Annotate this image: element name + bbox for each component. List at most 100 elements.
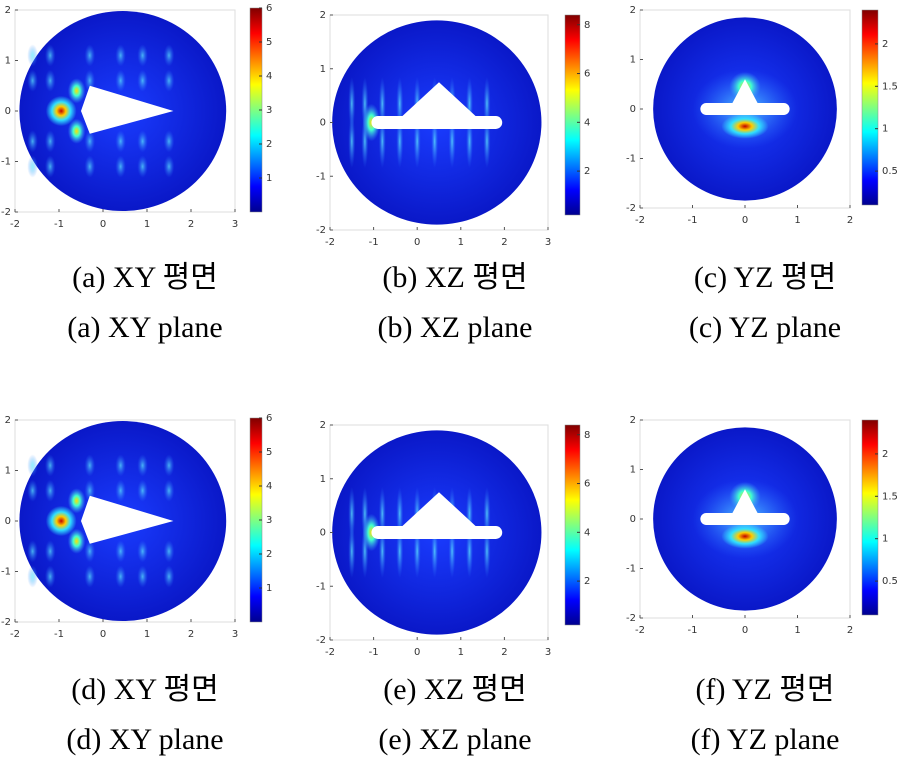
x-tick-label: 1: [458, 647, 464, 658]
y-tick-label: -2: [316, 225, 326, 236]
field-ripple: [115, 44, 126, 67]
x-tick-label: 1: [144, 629, 150, 640]
field-ripple: [115, 155, 126, 178]
field-ripple: [44, 479, 56, 502]
y-tick-label: -1: [626, 564, 636, 575]
field-ripple: [115, 540, 126, 563]
x-tick-label: 0: [100, 629, 106, 640]
field-ripple: [44, 454, 56, 477]
y-tick-label: 1: [5, 466, 11, 477]
field-ripple: [137, 44, 148, 67]
y-tick-label: -2: [626, 613, 636, 624]
colorbar-tick-label: 8: [584, 20, 590, 31]
y-tick-label: -1: [316, 171, 326, 182]
field-ripple: [84, 44, 96, 67]
x-tick-label: 3: [232, 219, 238, 230]
colorbar-tick-label: 2: [882, 449, 888, 460]
colorbar-tick-label: 8: [584, 430, 590, 441]
body: [395, 492, 483, 533]
body: [395, 82, 483, 123]
hotspot: [67, 118, 86, 144]
caption: (d) XY plane: [66, 723, 223, 756]
field-ripple: [115, 454, 126, 477]
x-tick-label: 2: [188, 219, 194, 230]
colorbar-tick-label: 6: [584, 69, 590, 80]
x-tick-label: -1: [688, 625, 698, 636]
field-ripple: [84, 479, 96, 502]
colorbar-tick-label: 1: [266, 583, 272, 594]
y-tick-label: 1: [630, 465, 636, 476]
caption: (e) XZ plane: [378, 723, 531, 756]
x-tick-label: -1: [688, 215, 698, 226]
colorbar-tick-label: 6: [266, 3, 272, 14]
field-ripple: [137, 69, 148, 92]
field-ripple: [27, 155, 38, 178]
colorbar-tick-label: 1.5: [882, 81, 898, 92]
colorbar-tick-label: 3: [266, 515, 272, 526]
field-ripple: [163, 540, 175, 563]
y-tick-label: 2: [630, 5, 636, 16]
x-tick-label: 1: [794, 215, 800, 226]
caption: (c) YZ plane: [689, 311, 841, 344]
field-ripple: [84, 454, 96, 477]
colorbar-tick-label: 4: [266, 71, 272, 82]
x-tick-label: -2: [325, 237, 335, 248]
x-tick-label: -2: [10, 219, 20, 230]
field-ripple: [115, 479, 126, 502]
y-tick-label: 0: [630, 514, 636, 525]
colorbar-tick-label: 6: [584, 479, 590, 490]
x-tick-label: -1: [369, 647, 379, 658]
x-tick-label: 1: [794, 625, 800, 636]
field-ripple: [137, 479, 148, 502]
hotspot: [67, 488, 86, 514]
field-ripple: [348, 76, 356, 131]
y-tick-label: 0: [320, 528, 326, 539]
field-ripple: [84, 69, 96, 92]
y-tick-label: -1: [1, 567, 11, 578]
field-ripple: [27, 540, 38, 563]
field-ripple: [84, 155, 96, 178]
field-ripple: [44, 155, 56, 178]
colorbar-tick-label: 2: [584, 576, 590, 587]
y-tick-label: 0: [630, 104, 636, 115]
y-tick-label: -1: [626, 154, 636, 165]
field-ripple: [137, 565, 148, 588]
field-ripple: [27, 130, 38, 153]
y-tick-label: 1: [5, 56, 11, 67]
colorbar-tick-label: 2: [266, 139, 272, 150]
field-ripple: [27, 454, 38, 477]
x-tick-label: 0: [742, 625, 748, 636]
hotspot: [45, 95, 77, 127]
caption: (f) YZ plane: [691, 723, 840, 756]
field-ripple: [44, 44, 56, 67]
colorbar-tick-label: 0.5: [882, 166, 898, 177]
y-tick-label: 0: [320, 118, 326, 129]
x-tick-label: -2: [10, 629, 20, 640]
x-tick-label: 0: [100, 219, 106, 230]
caption: (d) XY 평면: [71, 673, 218, 706]
y-tick-label: -2: [626, 203, 636, 214]
field-ripple: [44, 130, 56, 153]
colorbar: [564, 14, 581, 216]
colorbar-tick-label: 5: [266, 37, 272, 48]
colorbar-tick-label: 2: [882, 39, 888, 50]
field-ripple: [163, 454, 175, 477]
colorbar: [564, 424, 581, 626]
caption: (f) YZ 평면: [695, 673, 834, 706]
hotspot: [67, 78, 86, 104]
field-ripple: [348, 524, 356, 579]
colorbar-tick-label: 1.5: [882, 491, 898, 502]
colorbar-tick-label: 0.5: [882, 576, 898, 587]
body: [81, 85, 174, 134]
field-ripple: [27, 44, 38, 67]
colorbar: [861, 9, 879, 206]
caption: (b) XZ plane: [378, 311, 533, 344]
y-tick-label: -2: [1, 207, 11, 218]
colorbar-tick-label: 6: [266, 413, 272, 424]
field-ripple: [137, 540, 148, 563]
x-tick-label: -2: [635, 625, 645, 636]
x-tick-label: 2: [501, 647, 507, 658]
body: [729, 79, 761, 109]
y-tick-label: 1: [320, 474, 326, 485]
